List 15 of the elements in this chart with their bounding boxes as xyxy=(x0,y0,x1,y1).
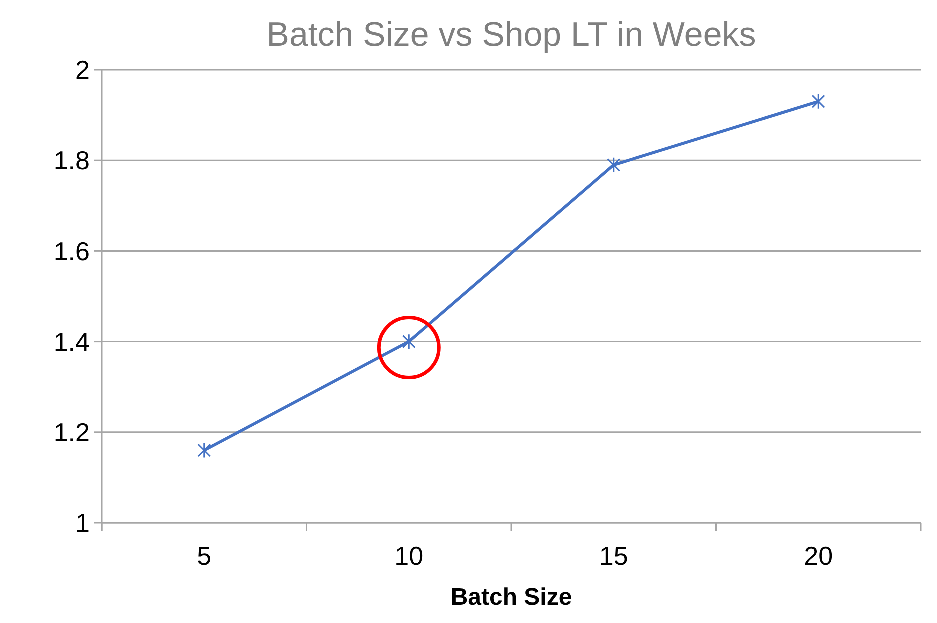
point xyxy=(812,94,826,110)
chart-title: Batch Size vs Shop LT in Weeks xyxy=(266,16,756,54)
y-tick-label: 1.4 xyxy=(54,326,90,357)
y-tick-label: 2 xyxy=(76,55,90,86)
x-tick-label: 20 xyxy=(804,541,834,571)
x-axis-title: Batch Size xyxy=(450,584,572,611)
y-tick-label: 1.6 xyxy=(54,236,90,266)
y-tick-label: 1.8 xyxy=(54,146,90,176)
x-tick-label: 15 xyxy=(599,541,628,571)
x-tick-label: 5 xyxy=(197,541,212,571)
x-tick-label: 10 xyxy=(394,541,424,571)
point xyxy=(607,157,621,174)
y-tick-label: 1.2 xyxy=(54,418,90,448)
point xyxy=(198,442,212,458)
y-tick-label: 1 xyxy=(76,508,90,538)
